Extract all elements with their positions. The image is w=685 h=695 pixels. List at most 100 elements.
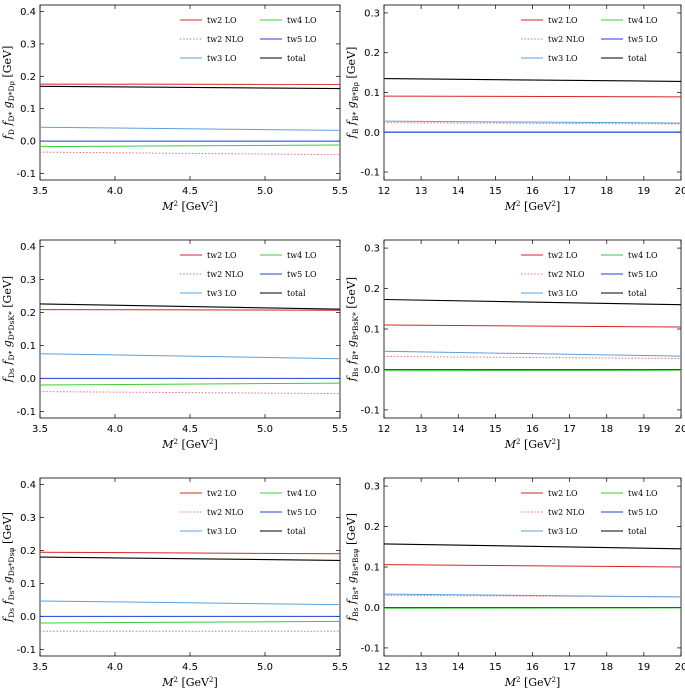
legend-entry: tw5 LO (628, 508, 658, 517)
series-line-total (39, 556, 341, 561)
y-tick-label: -0.1 (16, 169, 36, 180)
x-tick-label: 4.5 (182, 424, 198, 435)
y-tick-label: 0.1 (364, 325, 380, 336)
x-tick-label: 13 (415, 662, 428, 673)
x-tick-label: 19 (638, 424, 651, 435)
legend: tw2 LO tw4 LO tw2 NLO tw5 LO tw3 LO total (180, 16, 317, 63)
series-line-total (39, 85, 341, 90)
x-tick-label: 16 (526, 662, 539, 673)
series-line-tw2-lo (383, 564, 682, 568)
legend-entry: tw2 LO (548, 251, 578, 260)
series-line-total (383, 543, 682, 550)
y-tick-label: 0.2 (20, 72, 36, 83)
legend-entry: tw2 LO (207, 251, 237, 260)
legend-entry: tw4 LO (287, 489, 317, 498)
x-tick-label: 5.0 (257, 424, 273, 435)
y-tick-label: 0.1 (20, 579, 36, 590)
x-axis-label: M2 [GeV2] (504, 676, 561, 689)
x-tick-label: 5.5 (332, 424, 348, 435)
series-line-total (383, 78, 682, 82)
legend-entry: tw2 NLO (207, 35, 244, 44)
y-tick-label: 0.0 (364, 603, 380, 614)
legend-entry: total (628, 54, 647, 63)
x-tick-label: 13 (415, 186, 428, 197)
y-tick-label: -0.1 (16, 645, 36, 656)
series-line-tw3-lo (383, 350, 682, 357)
y-tick-label: 0.1 (364, 88, 380, 99)
y-axis-label: fB fB* gB*Bρ [GeV] (345, 47, 360, 140)
series-line-tw2-nlo (39, 151, 341, 156)
x-tick-label: 12 (378, 186, 391, 197)
y-tick-label: 0.3 (20, 275, 36, 286)
x-tick-label: 3.5 (32, 662, 48, 673)
x-tick-label: 20 (675, 424, 685, 435)
legend: tw2 LO tw4 LO tw2 NLO tw5 LO tw3 LO total (521, 489, 658, 536)
y-axis-label: fDs fDs* gDs*Dsφ [GeV] (1, 512, 16, 623)
series-line-tw2-nlo (39, 391, 341, 395)
x-axis-label: M2 [GeV2] (504, 200, 561, 213)
legend-entry: tw3 LO (207, 527, 237, 536)
series-line-total (39, 303, 341, 310)
x-tick-label: 5.0 (257, 662, 273, 673)
legend-entry: tw5 LO (287, 508, 317, 517)
x-tick-label: 16 (526, 424, 539, 435)
y-tick-label: 0.1 (20, 341, 36, 352)
chart-panel-4: 12 13 14 15 16 17 18 19 20 -0.1 0.0 0.1 0.2 0.3 tw2 LO… (345, 239, 685, 451)
series-line-tw3-lo (39, 353, 341, 360)
y-tick-label: 0.1 (364, 563, 380, 574)
legend: tw2 LO tw4 LO tw2 NLO tw5 LO tw3 LO total (180, 489, 317, 536)
x-tick-label: 4.0 (107, 186, 123, 197)
plot-frame (39, 4, 341, 181)
x-tick-label: 14 (452, 186, 465, 197)
x-tick-label: 19 (638, 186, 651, 197)
legend-entry: total (287, 289, 306, 298)
legend-entry: tw4 LO (287, 251, 317, 260)
x-tick-label: 18 (600, 186, 613, 197)
y-tick-label: 0.0 (20, 612, 36, 623)
y-axis-label: fDs fD* gD*DsK* [GeV] (1, 276, 16, 383)
legend-entry: tw2 LO (548, 489, 578, 498)
x-tick-label: 5.5 (332, 186, 348, 197)
series-line-tw4-lo (39, 620, 341, 624)
legend: tw2 LO tw4 LO tw2 NLO tw5 LO tw3 LO total (180, 251, 317, 298)
x-axis-label: M2 [GeV2] (161, 676, 218, 689)
series-line-tw4-lo (39, 144, 341, 148)
chart-panel-6: 12 13 14 15 16 17 18 19 20 -0.1 0.0 0.1 0.2 0.3 tw2 LO… (345, 477, 685, 689)
y-tick-label: 0.0 (364, 365, 380, 376)
y-axis-label: fBs fB* gB*BsK* [GeV] (345, 277, 360, 382)
y-tick-label: 0.4 (20, 7, 36, 18)
legend-entry: total (628, 289, 647, 298)
x-axis-label: M2 [GeV2] (161, 200, 218, 213)
legend: tw2 LO tw4 LO tw2 NLO tw5 LO tw3 LO total (521, 16, 658, 63)
y-tick-label: -0.1 (360, 405, 380, 416)
x-tick-label: 20 (675, 186, 685, 197)
legend-entry: tw2 NLO (548, 508, 585, 517)
x-tick-label: 3.5 (32, 424, 48, 435)
x-tick-label: 17 (563, 424, 576, 435)
x-tick-label: 12 (378, 424, 391, 435)
legend-entry: tw4 LO (628, 251, 658, 260)
x-tick-label: 4.0 (107, 662, 123, 673)
series-line-tw2-nlo (383, 122, 682, 125)
y-tick-label: -0.1 (360, 168, 380, 179)
legend-entry: tw2 NLO (548, 35, 585, 44)
legend-entry: tw4 LO (628, 16, 658, 25)
x-tick-label: 14 (452, 662, 465, 673)
x-tick-label: 15 (489, 662, 502, 673)
legend-entry: tw3 LO (548, 527, 578, 536)
legend-entry: total (628, 527, 647, 536)
y-axis-label: fD fD* gD*Dρ [GeV] (1, 46, 16, 141)
x-tick-label: 15 (489, 424, 502, 435)
y-tick-label: -0.1 (16, 407, 36, 418)
legend-entry: tw2 NLO (207, 270, 244, 279)
plot-frame (39, 477, 341, 657)
chart-panel-1: 3.5 4.0 4.5 5.0 5.5 -0.1 0.0 0.1 0.2 0.3 0.4 tw2 LO… (1, 4, 348, 213)
legend-entry: tw4 LO (628, 489, 658, 498)
legend-entry: total (287, 54, 306, 63)
legend-entry: tw2 NLO (207, 508, 244, 517)
y-tick-label: 0.2 (364, 284, 380, 295)
legend-entry: tw5 LO (287, 270, 317, 279)
y-tick-label: 0.2 (364, 48, 380, 59)
y-tick-label: 0.2 (20, 308, 36, 319)
